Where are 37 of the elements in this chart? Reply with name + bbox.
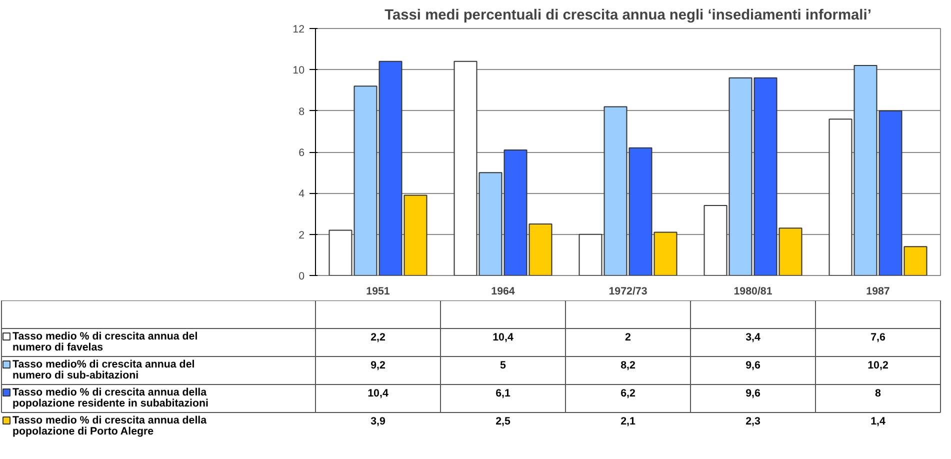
data-label: 5 bbox=[500, 360, 506, 372]
y-tick-label: 8 bbox=[298, 106, 305, 118]
legend-label: Tasso medio % di crescita annua del numero di favelas bbox=[12, 330, 198, 354]
data-label: 9,6 bbox=[746, 388, 760, 400]
y-tick-label: 12 bbox=[292, 24, 305, 36]
data-label: 3,9 bbox=[370, 416, 386, 428]
data-label: 6,1 bbox=[496, 388, 510, 400]
chart-title: Tassi medi percentuali di crescita annua negli ‘insediamenti informali’ bbox=[384, 8, 872, 24]
x-tick-label: 1980/81 bbox=[734, 286, 772, 298]
data-label: 8,2 bbox=[620, 360, 636, 372]
data-label: 9,6 bbox=[746, 360, 760, 372]
data-label: 7,6 bbox=[870, 332, 886, 344]
data-label: 6,2 bbox=[620, 388, 636, 400]
x-tick-label: 1972/73 bbox=[608, 286, 648, 298]
data-label: 10,4 bbox=[492, 332, 514, 344]
data-label: 2,5 bbox=[496, 416, 510, 428]
legend-label: Tasso medio % di crescita annua della popolazione di Porto Alegre bbox=[12, 414, 207, 438]
legend-label: Tasso medio % di crescita annua della popolazione residente in subabitazioni bbox=[12, 386, 209, 410]
data-label: 1,4 bbox=[870, 416, 886, 428]
y-tick-label: 0 bbox=[298, 270, 305, 282]
data-label: 2 bbox=[625, 332, 632, 344]
x-tick-label: 1951 bbox=[366, 286, 390, 298]
data-label: 9,2 bbox=[370, 360, 386, 372]
data-label: 10,4 bbox=[368, 388, 388, 400]
data-label: 2,1 bbox=[620, 416, 636, 428]
x-tick-label: 1964 bbox=[491, 286, 515, 298]
y-tick-label: 2 bbox=[298, 229, 305, 242]
y-tick-label: 4 bbox=[298, 188, 305, 200]
data-label: 3,4 bbox=[746, 332, 760, 344]
x-tick-label: 1987 bbox=[866, 286, 890, 298]
legend-label: Tasso medio% di crescita annua del numero di sub-abitazioni bbox=[12, 358, 195, 382]
y-tick-label: 6 bbox=[298, 147, 305, 159]
y-tick-label: 10 bbox=[292, 64, 305, 77]
data-label: 2,2 bbox=[370, 332, 386, 344]
data-label: 8 bbox=[875, 388, 882, 400]
data-label: 2,3 bbox=[746, 416, 760, 428]
data-label: 10,2 bbox=[868, 360, 888, 372]
